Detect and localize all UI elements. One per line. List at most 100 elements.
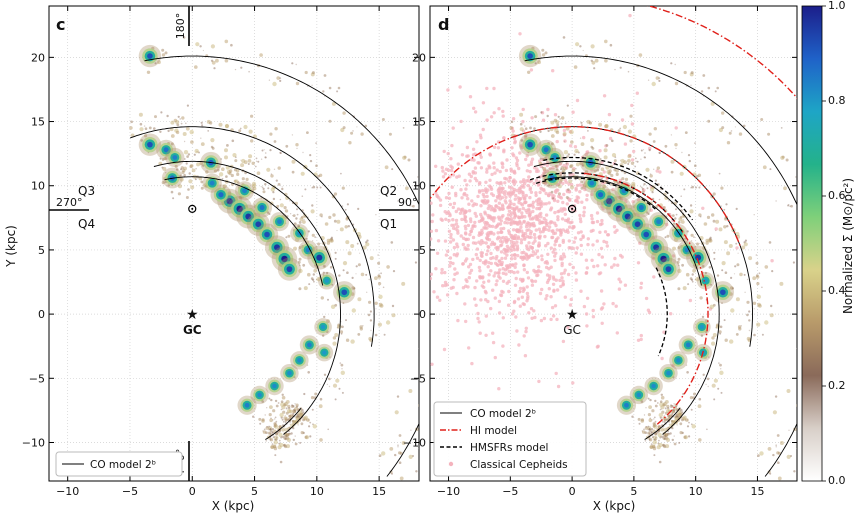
cepheid-point (465, 279, 469, 284)
cepheid-point (556, 199, 560, 203)
cepheid-point (589, 229, 593, 233)
cloud-point (159, 130, 162, 133)
cepheid-point (562, 163, 566, 168)
cloud-point (524, 125, 526, 127)
cloud-point (266, 407, 268, 409)
cloud-point (579, 161, 583, 166)
cloud-point (304, 435, 308, 439)
cepheid-point (527, 255, 531, 260)
cepheid-point (527, 175, 531, 179)
cloud-point (707, 385, 709, 388)
cloud-point (279, 442, 284, 448)
cloud-point (787, 204, 790, 206)
cloud-point (662, 206, 666, 210)
cepheid-point (770, 259, 774, 263)
cepheid-point (496, 263, 500, 267)
cloud-point (718, 172, 721, 175)
cepheid-point (509, 257, 514, 261)
cepheid-point (508, 265, 512, 269)
cloud-point (744, 291, 746, 293)
cepheid-point (649, 208, 653, 212)
cloud-point (664, 236, 667, 239)
cloud-point (728, 244, 733, 248)
panel-d-letter: d (438, 15, 449, 34)
cepheid-point (519, 238, 524, 242)
cloud-point (269, 149, 272, 152)
cloud-point (594, 58, 599, 63)
cepheid-point (510, 243, 514, 247)
cloud-point (720, 205, 722, 207)
cepheid-point (481, 275, 485, 279)
cepheid-point (476, 194, 480, 199)
cloud-point (412, 204, 415, 208)
cepheid-point (512, 248, 517, 252)
cloud-point (175, 130, 180, 135)
cloud-point (261, 400, 265, 403)
cloud-point (673, 416, 675, 418)
cepheid-point (485, 86, 489, 91)
x-tick-label: 5 (630, 485, 637, 498)
cloud-point (676, 260, 680, 264)
cepheid-point (479, 251, 483, 255)
cloud-point (273, 168, 276, 170)
cepheid-point (537, 227, 541, 231)
cloud-point (651, 444, 656, 449)
cepheid-point (476, 311, 480, 316)
cepheid-point (603, 263, 607, 267)
legend-d-ceph-label: Classical Cepheids (470, 459, 568, 471)
cepheid-point (447, 196, 452, 200)
cepheid-point (478, 231, 482, 236)
cloud-point (186, 155, 189, 158)
cloud-point (213, 67, 216, 70)
cloud-core (638, 205, 644, 211)
cepheid-point (616, 263, 620, 267)
cloud-point (138, 112, 143, 117)
cloud-point (277, 183, 281, 186)
cloud-point (792, 261, 796, 264)
cepheid-point (499, 293, 503, 297)
cepheid-point (513, 253, 517, 257)
cloud-point (279, 412, 284, 418)
cloud-point (520, 139, 524, 142)
cloud-point (314, 392, 318, 396)
legend-c-box (55, 451, 183, 477)
cloud-point (650, 428, 654, 431)
cepheid-point (516, 236, 521, 241)
cloud-point (683, 188, 686, 191)
cloud-core (720, 289, 726, 296)
cepheid-point (485, 118, 489, 122)
cloud-core (651, 383, 656, 389)
cloud-point (339, 227, 344, 232)
cepheid-point (464, 219, 468, 224)
cloud-point (689, 209, 694, 214)
cepheid-point (461, 262, 465, 266)
cloud-point (288, 418, 292, 422)
cloud-point (296, 208, 298, 211)
y-tick-label: 15 (31, 116, 45, 129)
cloud-point (706, 215, 711, 219)
cepheid-point (452, 253, 456, 257)
cloud-point (658, 198, 661, 201)
cepheid-point (555, 139, 559, 144)
cepheid-point (602, 302, 606, 306)
cepheid-point (578, 190, 582, 194)
cepheid-point (525, 154, 529, 158)
cepheid-point (578, 213, 582, 218)
cepheid-point (549, 295, 553, 299)
cloud-point (670, 170, 674, 174)
cepheid-point (443, 172, 448, 176)
cepheid-point (470, 361, 474, 366)
cloud-point (726, 251, 731, 256)
cloud-point (337, 323, 341, 327)
cepheid-point (569, 297, 573, 302)
cloud-point (344, 208, 347, 211)
cloud-point (555, 168, 559, 171)
cloud-point (195, 42, 200, 47)
cloud-point (550, 190, 554, 194)
cloud-point (179, 118, 181, 120)
cloud-point (365, 242, 370, 247)
cloud-point (748, 310, 751, 313)
cepheid-point (658, 170, 662, 174)
cloud-point (399, 476, 404, 481)
cloud-point (279, 203, 284, 208)
